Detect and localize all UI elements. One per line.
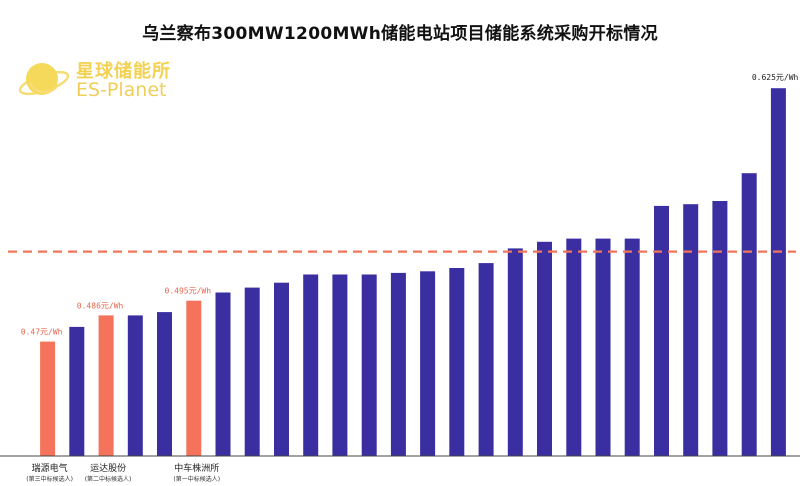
company-label-6: 中车株洲所 <box>174 462 219 474</box>
logo-text-en: ES-Planet <box>76 79 167 101</box>
bar-4 <box>127 315 143 456</box>
bar-9 <box>274 282 289 456</box>
data-label-3: 0.486元/Wh <box>77 301 124 310</box>
bar-7 <box>215 292 231 456</box>
chart-title: 乌兰察布300MW1200MWh储能电站项目储能系统采购开标情况 <box>142 24 658 44</box>
bar-25 <box>741 173 757 456</box>
bar-3 <box>98 315 114 456</box>
es-planet-logo: 星球储能所 ES-Planet <box>18 55 183 105</box>
bar-22 <box>654 205 669 456</box>
bar-6 <box>186 300 202 456</box>
company-note-3: (第二中标候选人) <box>85 475 132 483</box>
data-label-6: 0.495元/Wh <box>165 287 212 296</box>
logo-text-cn: 星球储能所 <box>76 61 171 82</box>
bar-1 <box>40 341 56 456</box>
bar-12 <box>361 274 377 456</box>
bar-21 <box>624 238 640 456</box>
bar-19 <box>566 238 582 456</box>
bar-17 <box>507 248 523 456</box>
bar-11 <box>332 274 348 456</box>
planet-icon <box>18 63 70 96</box>
company-note-6: (第一中标候选人) <box>173 475 220 483</box>
bar-18 <box>537 241 552 456</box>
bar-14 <box>420 271 436 456</box>
data-label-26: 0.625元/Wh <box>752 73 799 82</box>
bar-8 <box>244 287 260 456</box>
company-label-3: 运达股份 <box>90 462 126 474</box>
company-note-1: (第三中标候选人) <box>26 475 73 483</box>
bar-10 <box>303 274 319 456</box>
bar-5 <box>157 312 172 456</box>
bar-2 <box>69 326 85 456</box>
bar-24 <box>712 201 728 456</box>
bar-15 <box>449 268 465 456</box>
bar-23 <box>683 204 699 456</box>
bar-26 <box>770 88 786 456</box>
bar-20 <box>595 238 611 456</box>
company-label-1: 瑞源电气 <box>32 462 68 474</box>
bar-16 <box>478 263 494 456</box>
bar-13 <box>390 272 406 456</box>
data-label-1: 0.47元/Wh <box>21 328 63 337</box>
